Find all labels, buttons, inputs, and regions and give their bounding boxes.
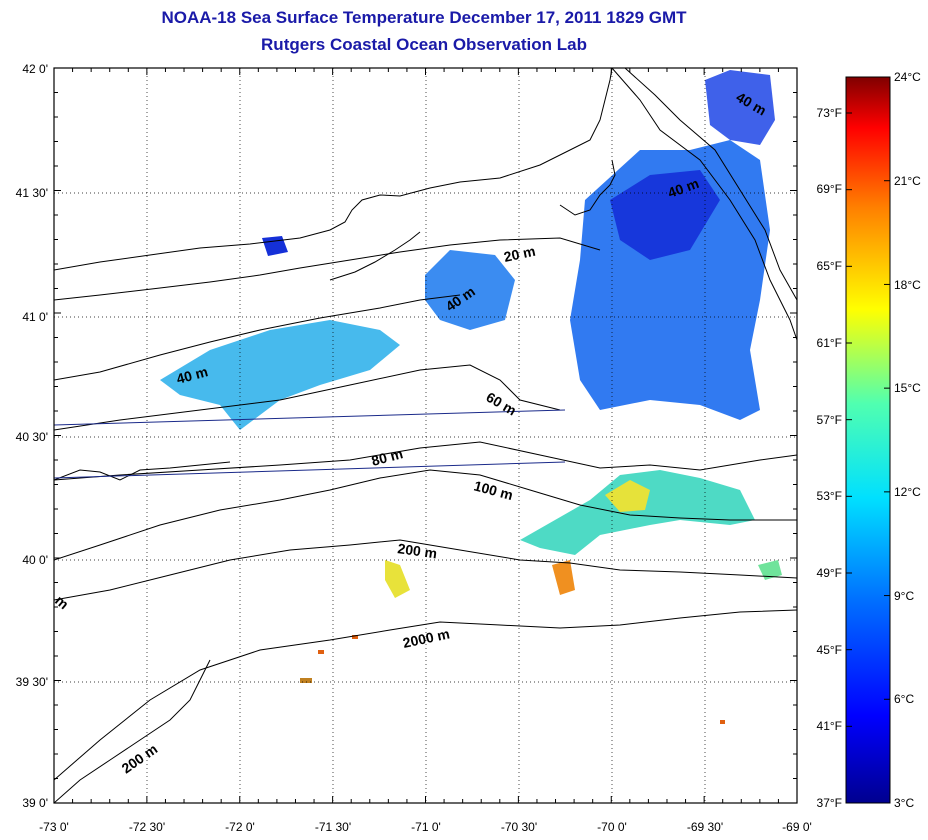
colorbar-f-label: 41°F [817,719,842,733]
colorbar-f-label: 49°F [817,566,842,580]
colorbar-fahrenheit-labels: 73°F 69°F 65°F 61°F 57°F 53°F 49°F 45°F … [817,106,842,810]
lat-tick: 42 0' [22,62,48,76]
lat-tick: 40 0' [22,553,48,567]
colorbar-f-label: 61°F [817,336,842,350]
contour-80m [54,441,797,481]
sst-patch-west [160,320,400,430]
colorbar-ticks [846,76,890,804]
sst-patch-dot5 [352,635,358,639]
contour-gom2 [624,68,797,301]
colorbar-f-label: 57°F [817,413,842,427]
sst-patch-dot7 [300,678,312,683]
colorbar-celsius-labels: 24°C 21°C 18°C 15°C 12°C 9°C 6°C 3°C [894,70,921,810]
sst-patch-west-small [262,236,288,256]
map-subtitle: Rutgers Coastal Ocean Observation Lab [261,35,587,54]
lon-tick: -73 0' [39,820,69,834]
lat-tick: 41 30' [16,186,48,200]
lon-tick: -70 30' [501,820,537,834]
contour-2000m [54,609,797,781]
frame-ticks [53,67,798,804]
sst-patch-south-warm [605,480,650,512]
coastline-islands [329,231,421,281]
lat-tick: 41 0' [22,310,48,324]
colorbar-f-label: 53°F [817,489,842,503]
sst-patch-dot6 [720,720,725,724]
sst-patch-dot2 [552,560,575,595]
colorbar-c-label: 18°C [894,278,921,292]
lat-tick-labels: 42 0' 41 30' 41 0' 40 30' 40 0' 39 30' 3… [16,62,48,810]
colorbar-f-label: 37°F [817,796,842,810]
colorbar-c-label: 24°C [894,70,921,84]
sst-patch-dot1 [385,560,410,598]
map-title: NOAA-18 Sea Surface Temperature December… [161,8,687,27]
sst-patch-top [705,70,775,145]
contour-label-80m: 80 m [370,445,405,469]
contour-label-40m: 40 m [175,363,210,387]
sst-patch-center [425,250,515,330]
contour-40m [54,294,461,381]
colorbar-f-label: 69°F [817,182,842,196]
lat-tick: 39 0' [22,796,48,810]
coastline [54,68,797,803]
sst-patch-dot3 [758,560,782,580]
contour-gom [611,68,797,341]
lon-tick: -70 0' [597,820,627,834]
colorbar-f-label: 45°F [817,643,842,657]
grid [54,68,797,803]
contour-200m-south [54,659,211,803]
contour-label-200m: 200 m [119,741,161,777]
colorbar-f-label: 73°F [817,106,842,120]
contour-100m [54,469,797,561]
contour-200m [54,539,797,601]
sst-patches [160,70,782,724]
colorbar-c-label: 9°C [894,589,914,603]
colorbar-c-label: 15°C [894,381,921,395]
coastline-cape-cod [559,159,616,216]
lon-tick-labels: -73 0' -72 30' -72 0' -71 30' -71 0' -70… [39,820,812,834]
colorbar-c-label: 21°C [894,174,921,188]
lon-tick: -71 0' [411,820,441,834]
colorbar [845,76,891,804]
lon-tick: -72 0' [225,820,255,834]
sst-patch-dot4 [318,650,324,654]
sst-patch-northeast-cold [610,170,720,260]
lat-tick: 40 30' [16,430,48,444]
colorbar-f-label: 65°F [817,259,842,273]
contour-20m [54,237,601,301]
coastline-long-island [54,68,613,271]
sst-patch-south [520,470,755,555]
contour-label-m: m [52,592,72,612]
colorbar-c-label: 3°C [894,796,914,810]
satellite-tracks [53,409,566,479]
lat-tick: 39 30' [16,675,48,689]
contour-label-20m: 20 m [502,243,537,265]
lon-tick: -69 30' [687,820,723,834]
lon-tick: -71 30' [315,820,351,834]
contour-label-2000m: 2000 m [401,625,451,651]
contour-60m [54,364,561,431]
colorbar-c-label: 6°C [894,692,914,706]
lon-tick: -72 30' [129,820,165,834]
lon-tick: -69 0' [782,820,812,834]
coast-nj [54,461,231,481]
colorbar-c-label: 12°C [894,485,921,499]
contour-label-100m: 100 m [472,477,514,503]
contour-label-200m: 200 m [397,540,439,561]
